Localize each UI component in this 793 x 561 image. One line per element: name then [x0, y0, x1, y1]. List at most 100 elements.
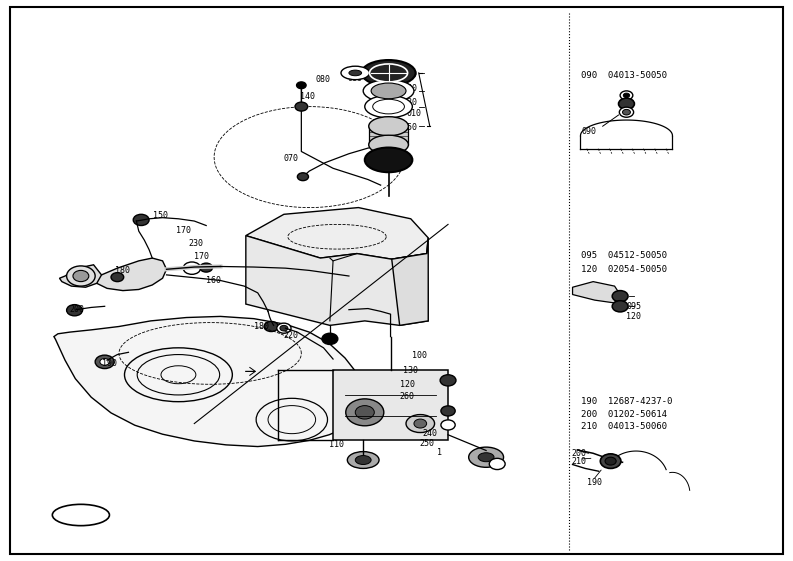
Text: 100: 100 — [412, 351, 427, 360]
Text: 210: 210 — [571, 457, 586, 466]
Ellipse shape — [478, 453, 494, 462]
Ellipse shape — [365, 95, 412, 118]
Polygon shape — [333, 370, 448, 440]
Circle shape — [111, 273, 124, 282]
Circle shape — [623, 93, 630, 98]
Circle shape — [67, 305, 82, 316]
Text: 020: 020 — [403, 70, 418, 79]
Polygon shape — [573, 282, 620, 303]
Ellipse shape — [347, 452, 379, 468]
Circle shape — [95, 355, 114, 369]
Text: 120: 120 — [626, 312, 642, 321]
Text: 180: 180 — [115, 266, 130, 275]
Text: 010: 010 — [406, 109, 421, 118]
Circle shape — [612, 301, 628, 312]
Text: 260: 260 — [400, 392, 415, 401]
Ellipse shape — [349, 70, 362, 76]
Polygon shape — [59, 265, 102, 287]
Text: 050: 050 — [403, 123, 418, 132]
Text: 170: 170 — [194, 252, 209, 261]
Text: 230: 230 — [189, 239, 204, 248]
Ellipse shape — [256, 398, 328, 441]
Text: 210  04013-50060: 210 04013-50060 — [581, 422, 667, 431]
Circle shape — [440, 375, 456, 386]
Ellipse shape — [373, 99, 404, 114]
Text: 240: 240 — [423, 429, 438, 438]
Ellipse shape — [363, 80, 414, 102]
Ellipse shape — [369, 135, 408, 154]
Circle shape — [605, 457, 616, 465]
Text: 110: 110 — [329, 440, 344, 449]
Text: 070: 070 — [284, 154, 299, 163]
Circle shape — [295, 102, 308, 111]
Text: 090  04013-50050: 090 04013-50050 — [581, 71, 667, 80]
Ellipse shape — [469, 447, 504, 467]
Text: 170: 170 — [176, 226, 191, 234]
Text: 200  01202-50614: 200 01202-50614 — [581, 410, 667, 419]
Circle shape — [619, 107, 634, 117]
Circle shape — [100, 358, 109, 365]
Text: 250: 250 — [419, 439, 435, 448]
Polygon shape — [94, 258, 167, 291]
Text: 1: 1 — [437, 448, 442, 457]
Text: 030: 030 — [403, 98, 418, 107]
Ellipse shape — [371, 83, 406, 99]
Circle shape — [489, 458, 505, 470]
Ellipse shape — [365, 148, 412, 172]
Polygon shape — [246, 208, 428, 259]
Text: 090: 090 — [581, 127, 596, 136]
Text: 190: 190 — [587, 478, 602, 487]
Circle shape — [264, 321, 278, 332]
Ellipse shape — [406, 415, 435, 433]
Circle shape — [620, 91, 633, 100]
Ellipse shape — [125, 348, 232, 402]
Ellipse shape — [341, 66, 370, 80]
Ellipse shape — [355, 456, 371, 465]
Text: 095  04512-50050: 095 04512-50050 — [581, 251, 667, 260]
Polygon shape — [392, 238, 428, 325]
Circle shape — [277, 323, 291, 333]
Text: 220: 220 — [284, 331, 299, 340]
Circle shape — [200, 263, 213, 272]
Polygon shape — [369, 126, 408, 145]
Circle shape — [623, 109, 630, 115]
Text: 200: 200 — [571, 449, 586, 458]
Circle shape — [297, 173, 308, 181]
Text: 160: 160 — [206, 276, 221, 285]
Circle shape — [67, 266, 95, 286]
Ellipse shape — [355, 406, 374, 419]
Text: 180: 180 — [254, 322, 269, 331]
Circle shape — [183, 262, 201, 274]
Ellipse shape — [52, 504, 109, 526]
Circle shape — [441, 406, 455, 416]
Ellipse shape — [161, 366, 196, 384]
Text: 190: 190 — [102, 359, 117, 368]
Ellipse shape — [369, 117, 408, 136]
Ellipse shape — [268, 406, 316, 434]
Text: 190  12687-4237-0: 190 12687-4237-0 — [581, 397, 672, 406]
Circle shape — [441, 420, 455, 430]
Circle shape — [619, 98, 634, 109]
Text: 120: 120 — [400, 380, 415, 389]
Text: 095: 095 — [626, 302, 642, 311]
Circle shape — [133, 214, 149, 226]
Text: 40025: 40025 — [69, 511, 93, 519]
Circle shape — [297, 82, 306, 89]
Circle shape — [280, 325, 288, 331]
Polygon shape — [246, 236, 428, 325]
Ellipse shape — [362, 60, 416, 86]
Ellipse shape — [346, 399, 384, 426]
Ellipse shape — [370, 64, 408, 82]
Circle shape — [612, 291, 628, 302]
Text: 140: 140 — [300, 92, 315, 101]
Text: 040: 040 — [403, 84, 418, 93]
Text: 200: 200 — [69, 305, 84, 314]
Text: 150: 150 — [153, 211, 168, 220]
Text: 060: 060 — [347, 74, 362, 83]
Polygon shape — [54, 316, 366, 447]
Circle shape — [600, 454, 621, 468]
Text: 120  02054-50050: 120 02054-50050 — [581, 265, 667, 274]
Text: 080: 080 — [316, 75, 331, 84]
Circle shape — [414, 419, 427, 428]
Circle shape — [322, 333, 338, 344]
